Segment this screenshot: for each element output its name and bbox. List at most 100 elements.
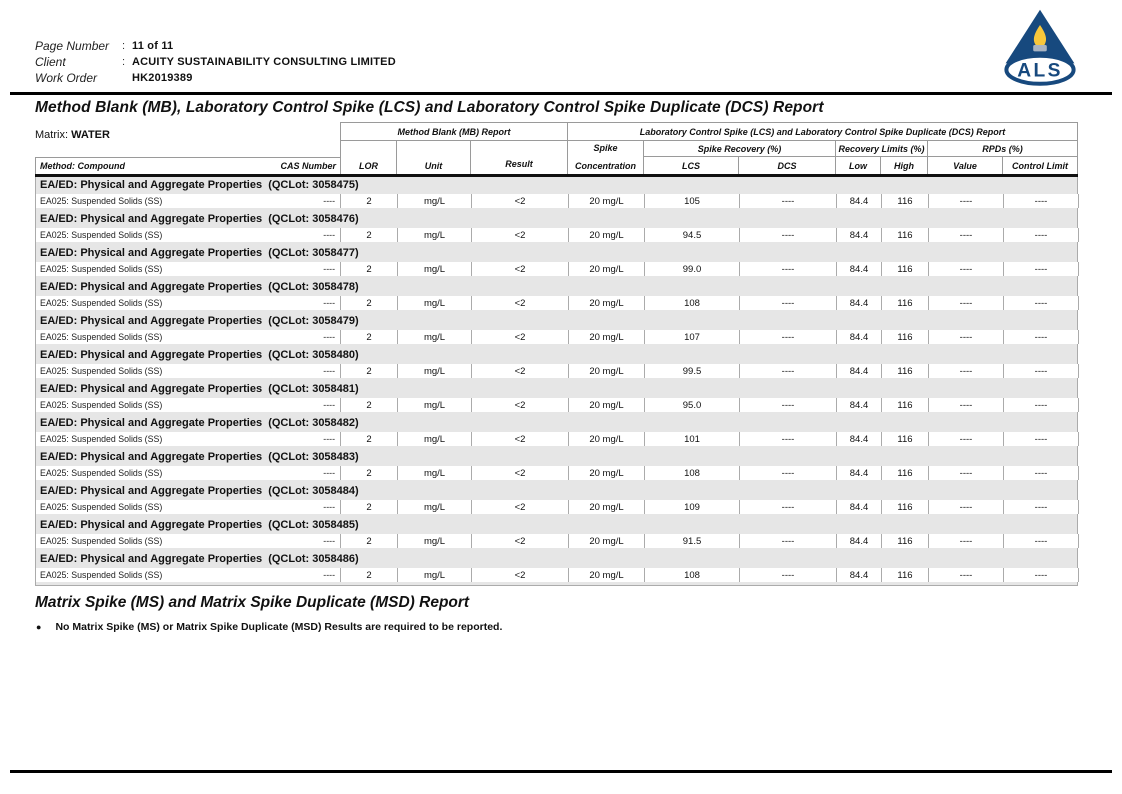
work-order-value: HK2019389 bbox=[132, 72, 193, 84]
spike-concentration-cell: 20 mg/L bbox=[569, 534, 645, 548]
lor-cell: 2 bbox=[341, 534, 398, 548]
high-cell: 116 bbox=[882, 228, 929, 242]
client-value: ACUITY SUSTAINABILITY CONSULTING LIMITED bbox=[132, 56, 396, 68]
spike-concentration-cell: 20 mg/L bbox=[569, 398, 645, 412]
cas-number-value: ---- bbox=[323, 434, 335, 444]
high-cell: 116 bbox=[882, 398, 929, 412]
col-header-high: High bbox=[881, 157, 928, 174]
unit-cell: mg/L bbox=[398, 364, 472, 378]
result-cell: <2 bbox=[472, 296, 569, 310]
low-cell: 84.4 bbox=[837, 228, 882, 242]
low-cell: 84.4 bbox=[837, 398, 882, 412]
mb-section-title: Method Blank (MB) Report bbox=[340, 122, 568, 141]
cas-number-value: ---- bbox=[323, 196, 335, 206]
result-cell: <2 bbox=[472, 194, 569, 208]
spike-concentration-cell: 20 mg/L bbox=[569, 364, 645, 378]
high-cell: 116 bbox=[882, 466, 929, 480]
dcs-cell: ---- bbox=[740, 432, 837, 446]
logo-text: ALS bbox=[1017, 61, 1063, 82]
spike-concentration-cell: 20 mg/L bbox=[569, 568, 645, 582]
matrix-label: Matrix: bbox=[35, 129, 68, 141]
rpd-control-limit-cell: ---- bbox=[1004, 194, 1079, 208]
unit-cell: mg/L bbox=[398, 432, 472, 446]
low-cell: 84.4 bbox=[837, 262, 882, 276]
table-row: EA025: Suspended Solids (SS) ---- 2 mg/L… bbox=[35, 398, 1079, 412]
group-spacer bbox=[35, 208, 1078, 211]
rpd-control-limit-cell: ---- bbox=[1004, 432, 1079, 446]
group-spacer bbox=[35, 480, 1078, 483]
high-cell: 116 bbox=[882, 330, 929, 344]
lcs-section-title: Laboratory Control Spike (LCS) and Labor… bbox=[568, 122, 1078, 141]
group-spacer bbox=[35, 446, 1078, 449]
qc-table-body: EA/ED: Physical and Aggregate Properties… bbox=[35, 177, 1079, 585]
qc-group-title: EA/ED: Physical and Aggregate Properties… bbox=[35, 313, 1078, 330]
group-spacer bbox=[35, 412, 1078, 415]
compound-name: EA025: Suspended Solids (SS) bbox=[40, 468, 163, 478]
lcs-cell: 108 bbox=[645, 296, 740, 310]
header-row-work-order: Work Order HK2019389 bbox=[35, 70, 396, 86]
spike-concentration-cell: 20 mg/L bbox=[569, 330, 645, 344]
result-cell: <2 bbox=[472, 500, 569, 514]
high-cell: 116 bbox=[882, 432, 929, 446]
compound-name: EA025: Suspended Solids (SS) bbox=[40, 298, 163, 308]
compound-name: EA025: Suspended Solids (SS) bbox=[40, 502, 163, 512]
document-header: Page Number : 11 of 11 Client : ACUITY S… bbox=[35, 38, 396, 86]
qc-group-title: EA/ED: Physical and Aggregate Properties… bbox=[35, 483, 1078, 500]
unit-cell: mg/L bbox=[398, 330, 472, 344]
group-spacer bbox=[35, 548, 1078, 551]
lcs-cell: 108 bbox=[645, 466, 740, 480]
unit-cell: mg/L bbox=[398, 568, 472, 582]
high-cell: 116 bbox=[882, 194, 929, 208]
qc-group-title: EA/ED: Physical and Aggregate Properties… bbox=[35, 211, 1078, 228]
high-cell: 116 bbox=[882, 296, 929, 310]
spike-concentration-cell: 20 mg/L bbox=[569, 194, 645, 208]
als-logo: ALS bbox=[1000, 8, 1080, 90]
dcs-cell: ---- bbox=[740, 398, 837, 412]
spike-line1: Spike bbox=[593, 143, 618, 153]
dcs-cell: ---- bbox=[740, 568, 837, 582]
rpd-value-cell: ---- bbox=[929, 330, 1004, 344]
qc-group-title: EA/ED: Physical and Aggregate Properties… bbox=[35, 415, 1078, 432]
header-row-client: Client : ACUITY SUSTAINABILITY CONSULTIN… bbox=[35, 54, 396, 70]
page-number-value: 11 of 11 bbox=[132, 40, 174, 52]
lor-cell: 2 bbox=[341, 330, 398, 344]
mb-report-title: Method Blank (MB), Laboratory Control Sp… bbox=[35, 99, 824, 116]
spike-concentration-cell: 20 mg/L bbox=[569, 296, 645, 310]
rpd-value-cell: ---- bbox=[929, 500, 1004, 514]
qc-group-title: EA/ED: Physical and Aggregate Properties… bbox=[35, 177, 1078, 194]
compound-cell: EA025: Suspended Solids (SS) ---- bbox=[36, 398, 341, 412]
cas-number-value: ---- bbox=[323, 366, 335, 376]
lor-cell: 2 bbox=[341, 262, 398, 276]
qc-group-title: EA/ED: Physical and Aggregate Properties… bbox=[35, 551, 1078, 568]
result-cell: <2 bbox=[472, 330, 569, 344]
cas-number-value: ---- bbox=[323, 570, 335, 580]
low-cell: 84.4 bbox=[837, 568, 882, 582]
low-cell: 84.4 bbox=[837, 466, 882, 480]
qc-group-title: EA/ED: Physical and Aggregate Properties… bbox=[35, 245, 1078, 262]
unit-cell: mg/L bbox=[398, 262, 472, 276]
rpd-value-cell: ---- bbox=[929, 432, 1004, 446]
table-row: EA025: Suspended Solids (SS) ---- 2 mg/L… bbox=[35, 296, 1079, 310]
compound-cell: EA025: Suspended Solids (SS) ---- bbox=[36, 364, 341, 378]
ms-report-title: Matrix Spike (MS) and Matrix Spike Dupli… bbox=[35, 594, 470, 611]
compound-name: EA025: Suspended Solids (SS) bbox=[40, 332, 163, 342]
rpd-control-limit-cell: ---- bbox=[1004, 262, 1079, 276]
compound-name: EA025: Suspended Solids (SS) bbox=[40, 536, 163, 546]
table-row: EA025: Suspended Solids (SS) ---- 2 mg/L… bbox=[35, 500, 1079, 514]
rpd-control-limit-cell: ---- bbox=[1004, 228, 1079, 242]
lcs-cell: 105 bbox=[645, 194, 740, 208]
ms-bullet-text: No Matrix Spike (MS) or Matrix Spike Dup… bbox=[55, 621, 503, 633]
lor-cell: 2 bbox=[341, 500, 398, 514]
cas-number-value: ---- bbox=[323, 400, 335, 410]
low-cell: 84.4 bbox=[837, 296, 882, 310]
spike-concentration-cell: 20 mg/L bbox=[569, 262, 645, 276]
dcs-cell: ---- bbox=[740, 534, 837, 548]
qc-group: EA/ED: Physical and Aggregate Properties… bbox=[35, 551, 1079, 585]
compound-name: EA025: Suspended Solids (SS) bbox=[40, 570, 163, 580]
rpd-control-limit-cell: ---- bbox=[1004, 296, 1079, 310]
col-header-lor: LOR bbox=[340, 141, 397, 174]
col-header-value: Value bbox=[928, 157, 1003, 174]
header-spacer bbox=[35, 122, 340, 157]
spike-concentration-cell: 20 mg/L bbox=[569, 432, 645, 446]
